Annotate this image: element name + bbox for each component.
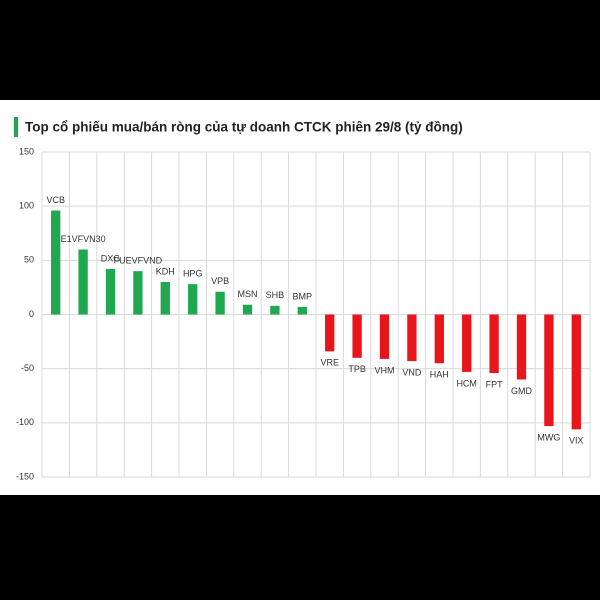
category-label: VPB	[211, 276, 229, 286]
y-tick-label: 50	[24, 255, 34, 265]
bar	[407, 314, 417, 362]
category-label: FPT	[486, 379, 504, 389]
bar	[78, 249, 88, 315]
y-tick-label: -100	[16, 417, 34, 427]
bar	[188, 284, 198, 315]
category-label: E1VFVN30	[61, 234, 106, 244]
category-label: MSN	[238, 289, 258, 299]
category-label: KDH	[156, 266, 175, 276]
bar	[571, 314, 581, 430]
category-label: HCM	[456, 378, 477, 388]
chart-panel	[0, 100, 600, 495]
bar	[51, 210, 61, 315]
category-label: VHM	[375, 365, 395, 375]
bar	[434, 314, 444, 364]
category-label: HPG	[183, 269, 203, 279]
bar	[270, 305, 280, 315]
y-tick-label: 150	[19, 146, 34, 156]
chart-title: Top cổ phiếu mua/bán ròng của tự doanh C…	[25, 120, 463, 135]
bar	[133, 271, 143, 315]
bar	[462, 314, 472, 372]
bar	[352, 314, 362, 358]
y-tick-label: -150	[16, 471, 34, 481]
bar	[325, 314, 335, 352]
y-tick-label: 0	[29, 309, 34, 319]
bar	[544, 314, 554, 427]
bar	[297, 306, 307, 315]
category-label: TPB	[348, 364, 366, 374]
bar	[379, 314, 390, 359]
bar	[105, 269, 116, 315]
category-label: SHB	[266, 290, 285, 300]
bar	[489, 314, 499, 373]
bar	[160, 282, 170, 315]
category-label: BMP	[293, 291, 313, 301]
category-label: GMD	[511, 386, 532, 396]
title-accent	[14, 117, 18, 137]
category-label: VCB	[46, 195, 65, 205]
category-label: VND	[402, 367, 422, 377]
category-label: VRE	[320, 358, 339, 368]
category-label: FUEVFVND	[114, 256, 163, 266]
category-label: HAH	[430, 370, 449, 380]
category-label: DXG	[101, 253, 121, 263]
y-tick-label: -50	[21, 363, 34, 373]
y-tick-label: 100	[19, 201, 34, 211]
bar	[242, 304, 253, 315]
bar	[516, 314, 527, 380]
category-label: MWG	[537, 432, 560, 442]
bar	[215, 291, 225, 315]
category-label: VIX	[569, 436, 584, 446]
